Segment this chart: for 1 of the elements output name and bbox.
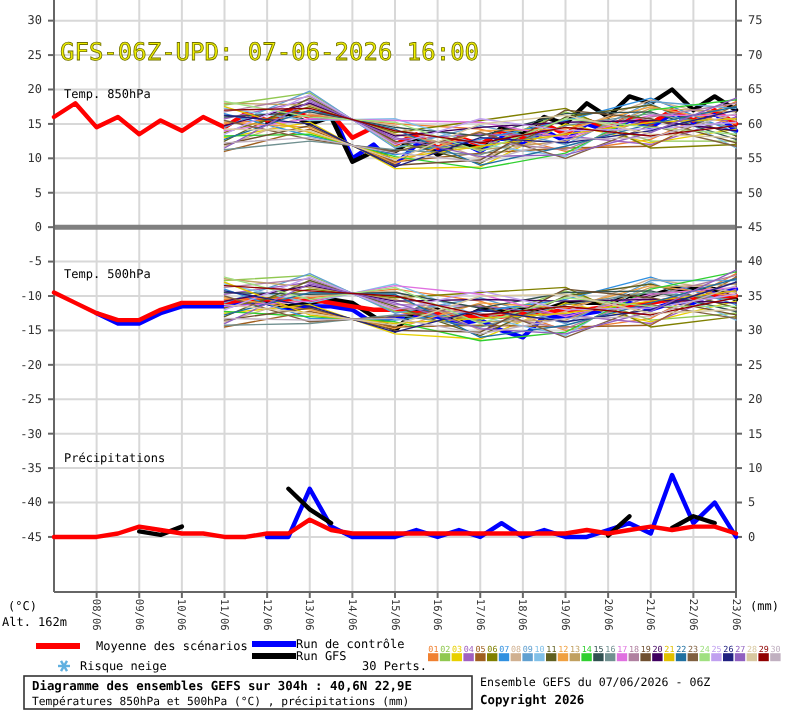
text: GFS-06Z-UPD: 07-06-2026 16:00: [60, 38, 480, 66]
